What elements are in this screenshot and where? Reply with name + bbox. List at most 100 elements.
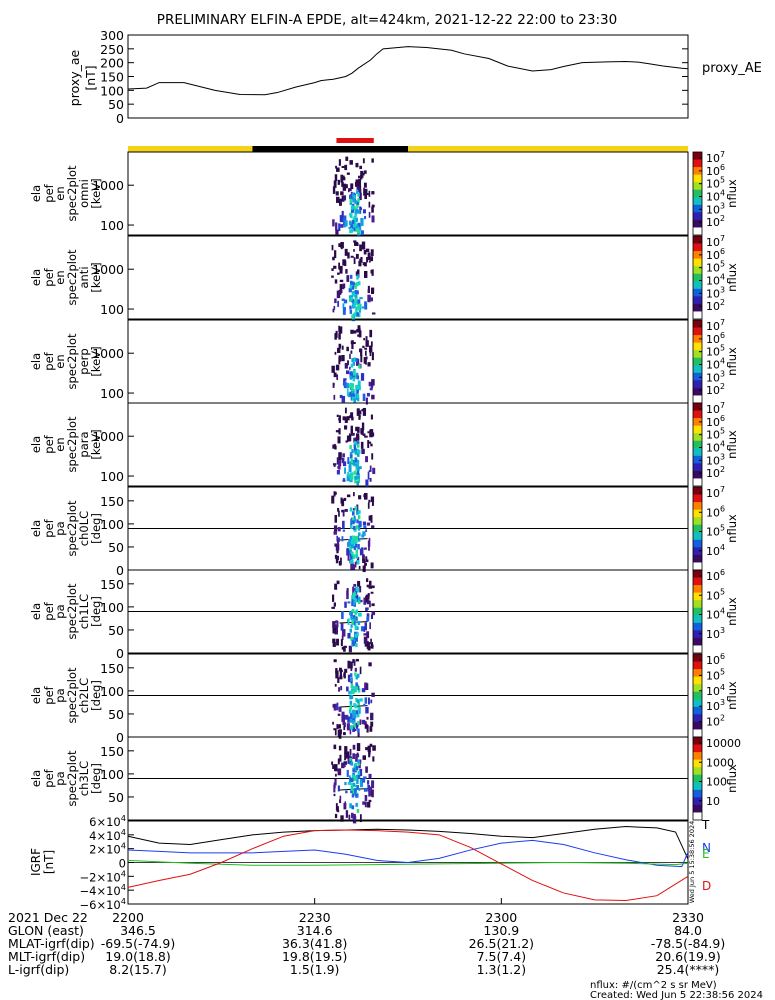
- panel-0-ylabel-4: omni: [77, 179, 91, 208]
- flux-cell: [369, 465, 372, 472]
- flux-cell: [343, 646, 346, 652]
- flux-cell: [336, 806, 339, 812]
- flux-cell: [368, 345, 373, 353]
- flux-cell: [365, 248, 370, 253]
- colorbar-tick-label: 106: [706, 247, 725, 262]
- ephem-value: -69.5(-74.9): [101, 936, 175, 951]
- flux-cell: [343, 497, 347, 501]
- flux-cell: [370, 341, 373, 347]
- flux-cell: [355, 466, 358, 471]
- flux-cell: [366, 584, 370, 588]
- y-tick-label: 150: [100, 744, 124, 759]
- proxy-ae-line: [127, 46, 689, 96]
- flux-cell: [369, 792, 373, 796]
- flux-cell: [364, 622, 368, 631]
- flux-cell: [370, 515, 373, 523]
- pitch-panel-6: 150 100 50 0: [100, 653, 689, 745]
- x-tick-label: 2230: [299, 910, 331, 925]
- flux-cell: [339, 289, 343, 294]
- flux-cell: [332, 621, 336, 628]
- flux-cell: [361, 534, 365, 538]
- flux-cell: [354, 289, 358, 294]
- colorbar-band: [693, 654, 702, 663]
- footer-created: Created: Wed Jun 5 22:38:56 2024: [590, 990, 763, 1000]
- colorbar-tick-label: 104: [706, 273, 725, 288]
- flux-cell: [341, 714, 344, 722]
- colorbar-band: [693, 752, 702, 761]
- flux-cell: [355, 179, 359, 188]
- flux-cell: [338, 687, 340, 692]
- flux-cell: [357, 621, 361, 626]
- colorbar-tick-label: 106: [706, 163, 725, 178]
- flux-cell: [334, 279, 338, 284]
- spectrogram-data-4: [331, 491, 375, 573]
- colorbar-tick-label: 103: [706, 369, 725, 384]
- flux-cell: [351, 540, 355, 549]
- science-zone-bar: [336, 138, 374, 143]
- x-tick-label: 2330: [672, 910, 704, 925]
- colorbar-band: [693, 782, 702, 791]
- flux-cell: [333, 180, 337, 188]
- flux-cell: [353, 492, 355, 497]
- flux-cell: [337, 300, 340, 307]
- flux-cell: [353, 583, 357, 587]
- y-tick-label: 100: [100, 386, 124, 401]
- panel-frame: [127, 319, 689, 404]
- panel-4-ylabel-5: [deg]: [89, 513, 103, 544]
- flux-cell: [350, 205, 354, 210]
- flux-cell: [338, 198, 342, 206]
- flux-cell: [333, 703, 337, 711]
- panel-5-ylabel-0: ela: [29, 603, 43, 620]
- flux-cell: [351, 620, 354, 625]
- proxy-ae-ylabel: proxy_ae: [67, 49, 82, 106]
- y-tick-label: 2×104: [89, 841, 126, 857]
- colorbar-band: [693, 410, 702, 419]
- flux-cell: [332, 764, 335, 769]
- flux-cell: [362, 172, 365, 176]
- flux-cell: [357, 515, 361, 520]
- panel-3-ylabel-1: pef: [42, 434, 56, 453]
- spectrogram-data-2: [331, 325, 375, 405]
- flux-cell: [366, 683, 369, 690]
- y-tick-label: 0: [116, 730, 124, 745]
- flux-cell: [353, 330, 357, 334]
- flux-cell: [361, 306, 365, 309]
- y-tick-label: 100: [100, 469, 124, 484]
- flux-cell: [367, 784, 371, 792]
- flux-cell: [334, 626, 338, 635]
- colorbar-band: [693, 585, 702, 594]
- flux-cell: [352, 659, 355, 664]
- colorbar-tick-label: 100: [706, 776, 727, 789]
- flux-cell: [347, 471, 350, 477]
- flux-cell: [337, 507, 340, 512]
- colorbar-label: nflux: [725, 764, 739, 793]
- flux-cell: [350, 429, 353, 436]
- y-tick-label: 4×104: [89, 827, 126, 843]
- flux-cell: [352, 393, 355, 398]
- flux-cell: [351, 416, 354, 421]
- flux-cell: [371, 215, 375, 223]
- flux-cell: [357, 385, 361, 391]
- flux-cell: [338, 291, 342, 295]
- colorbar-band: [693, 714, 702, 723]
- flux-cell: [341, 298, 345, 301]
- flux-cell: [337, 713, 341, 716]
- flux-cell: [346, 172, 350, 175]
- flux-cell: [371, 379, 375, 386]
- flux-cell: [371, 191, 375, 195]
- flux-cell: [349, 445, 352, 450]
- flux-cell: [343, 732, 346, 736]
- colorbar-tick-label: 107: [706, 234, 725, 249]
- flux-cell: [348, 709, 352, 714]
- flux-cell: [359, 548, 364, 556]
- flux-cell: [371, 789, 374, 798]
- flux-cell: [364, 435, 368, 438]
- flux-cell: [365, 562, 367, 566]
- colorbar-band: [693, 236, 702, 245]
- flux-cell: [356, 753, 360, 758]
- flux-cell: [333, 784, 336, 793]
- flux-cell: [370, 256, 374, 262]
- flux-cell: [352, 304, 355, 309]
- colorbar-tick-label: 105: [706, 667, 725, 682]
